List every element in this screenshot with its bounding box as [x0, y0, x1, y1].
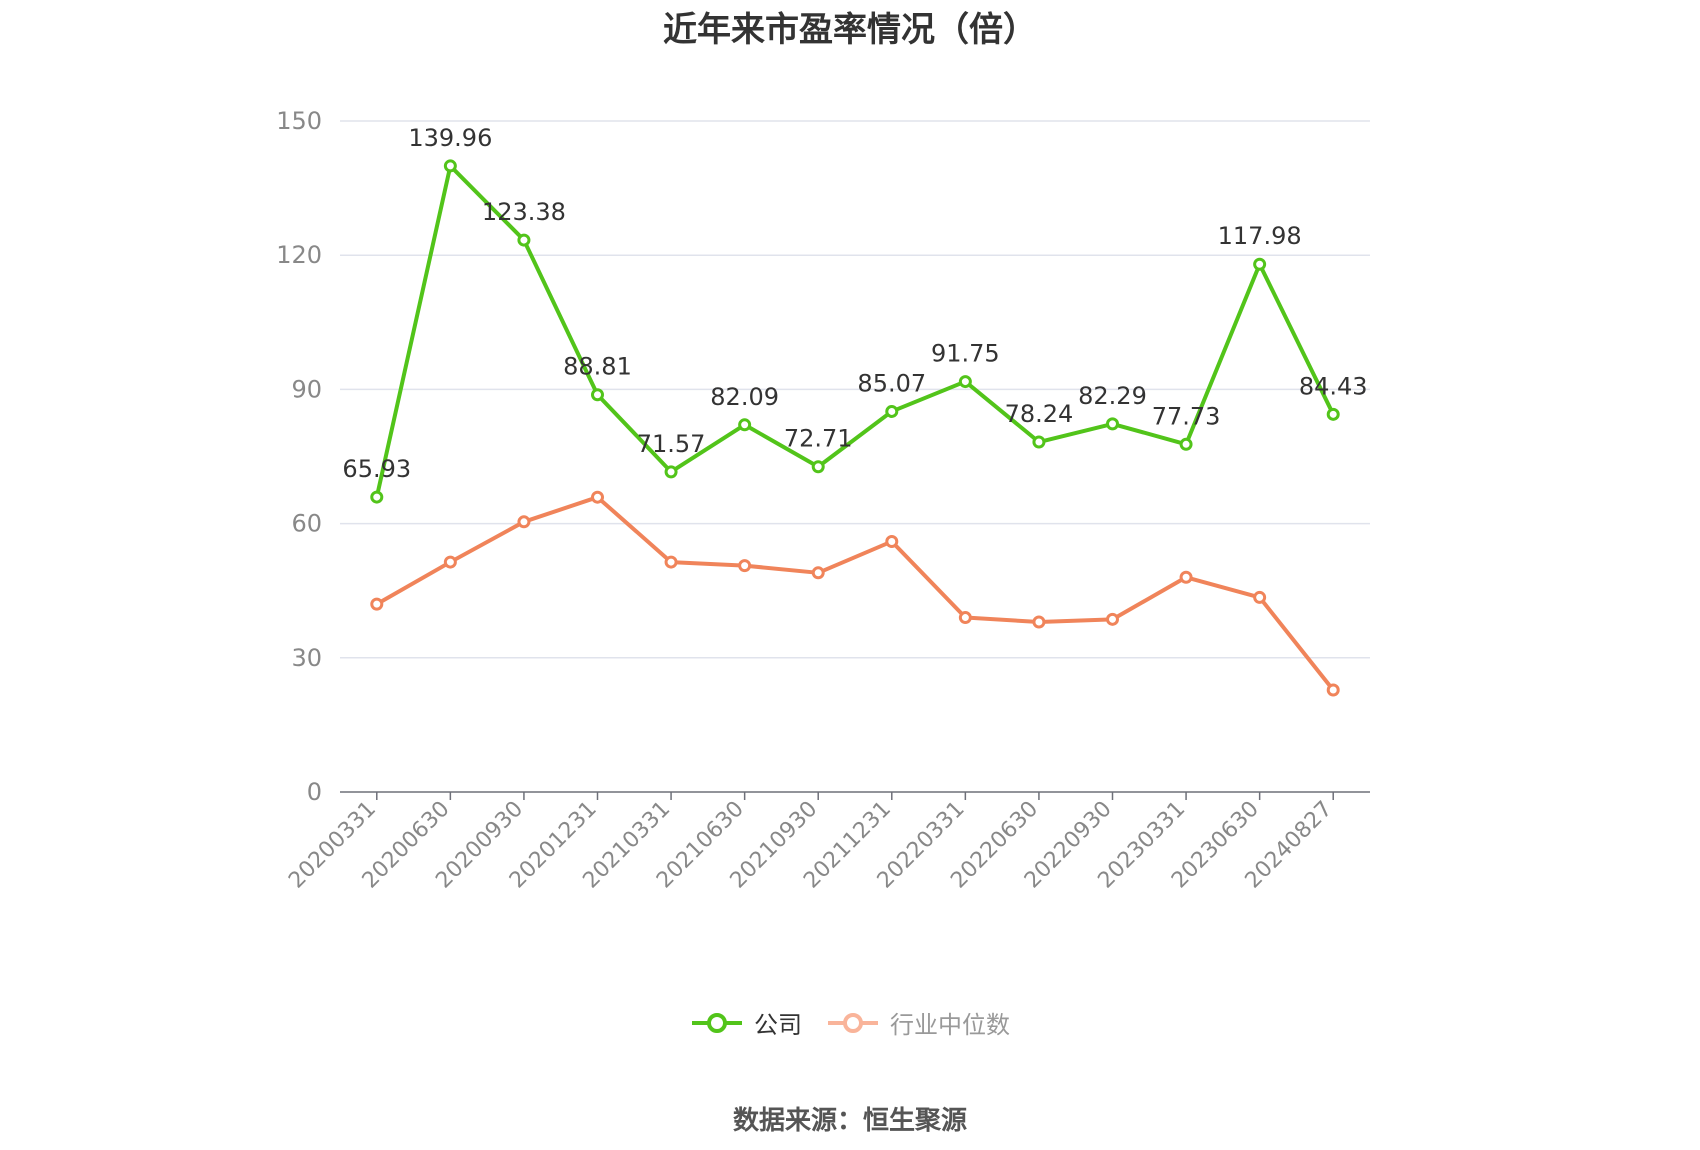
data-point-industry-median	[517, 515, 531, 529]
legend: 公司 行业中位数	[0, 1005, 1700, 1040]
data-label: 117.98	[1218, 222, 1302, 250]
data-point-industry-median	[958, 611, 972, 625]
data-point-industry-median	[443, 555, 457, 569]
data-source: 数据来源：恒生聚源	[732, 1106, 967, 1136]
data-point-industry-median	[885, 534, 899, 548]
legend-label-industry-median: 行业中位数	[890, 1011, 1010, 1039]
data-label: 123.38	[482, 198, 566, 226]
data-point-company	[517, 233, 531, 247]
y-tick-label: 60	[291, 510, 322, 538]
y-tick-label: 90	[291, 375, 322, 403]
data-label: 72.71	[784, 425, 853, 453]
data-label: 78.24	[1005, 400, 1074, 428]
data-label: 82.29	[1078, 382, 1147, 410]
data-point-industry-median	[1253, 590, 1267, 604]
data-point-company	[1253, 257, 1267, 271]
data-point-company	[738, 418, 752, 432]
chart-title: 近年来市盈率情况（倍）	[663, 10, 1037, 50]
data-point-industry-median	[1106, 612, 1119, 626]
data-point-company	[958, 375, 972, 389]
data-point-company	[591, 388, 604, 402]
data-label: 91.75	[931, 340, 1000, 368]
data-point-industry-median	[811, 566, 825, 580]
legend-company-marker-icon	[692, 1012, 742, 1033]
data-label: 65.93	[342, 455, 411, 483]
series-line-industry-median	[375, 495, 1335, 692]
data-point-industry-median	[1179, 570, 1193, 584]
data-point-company	[370, 490, 384, 504]
data-point-industry-median	[591, 490, 604, 504]
data-label: 88.81	[563, 353, 632, 381]
data-point-industry-median	[664, 555, 678, 569]
data-point-company	[1179, 437, 1193, 451]
series-line-company	[374, 163, 1336, 498]
data-point-company	[443, 159, 457, 173]
legend-item-company[interactable]: 公司	[690, 1005, 802, 1040]
data-label: 77.73	[1152, 402, 1221, 430]
data-label: 82.09	[710, 383, 779, 411]
data-label: 84.43	[1299, 372, 1368, 400]
data-point-company	[811, 460, 825, 474]
data-label: 139.96	[408, 124, 492, 152]
data-point-company	[1032, 435, 1046, 449]
data-point-industry-median	[370, 597, 384, 611]
y-tick-label: 150	[276, 107, 322, 135]
legend-item-industry-median[interactable]: 行业中位数	[826, 1005, 1010, 1040]
data-point-industry-median	[1326, 683, 1340, 697]
y-tick-label: 120	[276, 241, 322, 269]
data-point-company	[664, 465, 678, 479]
data-label: 71.57	[637, 430, 706, 458]
data-label: 85.07	[857, 369, 926, 397]
data-point-company	[1106, 417, 1119, 431]
data-point-company	[885, 404, 899, 418]
legend-label-company: 公司	[754, 1011, 802, 1039]
y-tick-label: 30	[291, 644, 322, 672]
data-point-company	[1326, 407, 1340, 421]
y-tick-label: 0	[307, 778, 322, 806]
data-point-industry-median	[738, 559, 752, 573]
legend-industry-marker-icon	[828, 1012, 878, 1033]
data-point-industry-median	[1032, 615, 1046, 629]
